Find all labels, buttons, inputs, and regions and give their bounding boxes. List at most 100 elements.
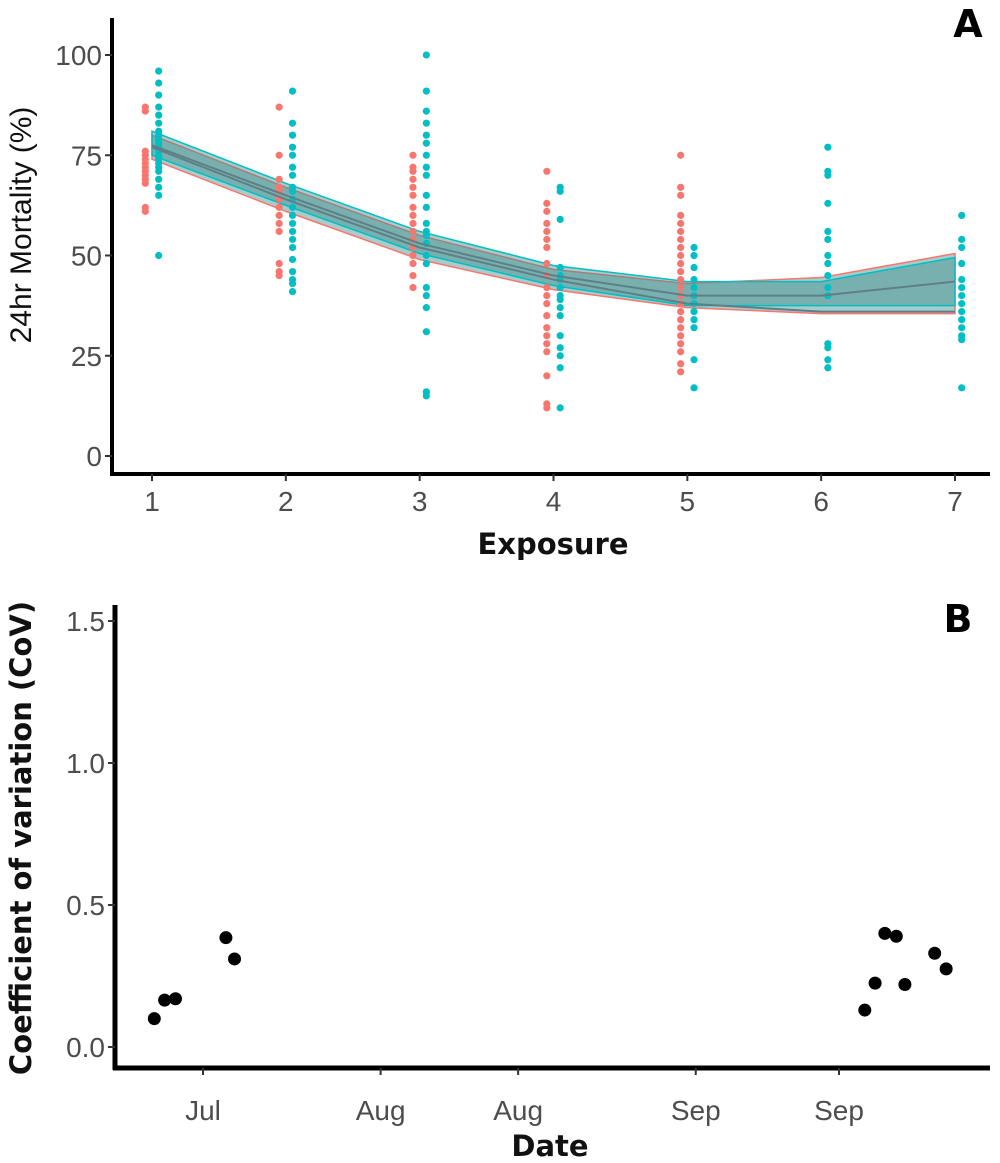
point-series-2 (288, 267, 297, 276)
point-series-1 (275, 271, 283, 280)
point-series-2 (422, 151, 430, 159)
panel-a-x-axis-title: Exposure (477, 527, 628, 561)
x-tick-label: Jul (185, 1095, 221, 1126)
x-tick-label: Aug (356, 1095, 406, 1126)
y-tick-label: 100 (55, 40, 102, 71)
point-series-2 (422, 392, 430, 400)
point-series-2 (690, 263, 698, 272)
point-series-2 (824, 171, 832, 179)
point-series-2 (824, 199, 832, 207)
point-series-1 (543, 283, 551, 292)
point-series-1 (543, 348, 551, 356)
point-series-1 (409, 271, 417, 280)
y-tick-label: 0 (86, 441, 102, 472)
point-series-2 (422, 219, 430, 228)
point-series-2 (824, 271, 832, 280)
x-tick-label: 6 (813, 486, 829, 517)
point-series-1 (677, 183, 685, 191)
point-series-2 (556, 332, 564, 340)
cov-point (147, 1012, 161, 1026)
point-series-1 (543, 340, 551, 348)
point-series-2 (824, 143, 832, 151)
y-tick-label: 0.0 (66, 1032, 105, 1063)
point-series-2 (288, 151, 297, 159)
point-series-1 (409, 167, 417, 175)
point-series-2 (958, 324, 966, 332)
cov-point (868, 976, 882, 990)
point-series-2 (422, 51, 430, 59)
panel-b-y-ticks: 0.0 0.5 1.0 1.5 (66, 606, 115, 1063)
panel-a-ribbons (151, 130, 956, 315)
point-series-1 (275, 103, 283, 111)
point-series-1 (677, 151, 685, 159)
point-series-2 (958, 211, 966, 219)
point-series-1 (141, 107, 149, 115)
point-series-1 (677, 219, 685, 228)
point-series-2 (155, 103, 163, 111)
panel-a-axes (110, 18, 990, 476)
point-series-1 (409, 175, 417, 183)
point-series-1 (543, 199, 551, 207)
point-series-2 (288, 203, 297, 211)
point-series-1 (409, 203, 417, 211)
point-series-2 (556, 352, 564, 360)
cov-point (878, 926, 892, 940)
point-series-2 (556, 344, 564, 352)
point-series-1 (409, 219, 417, 228)
point-series-2 (690, 243, 698, 252)
point-series-2 (288, 211, 297, 219)
x-tick-label: 5 (680, 486, 696, 517)
point-series-2 (556, 263, 564, 272)
point-series-2 (288, 279, 297, 288)
point-series-2 (155, 167, 163, 175)
point-series-1 (677, 235, 685, 244)
point-series-2 (958, 259, 966, 268)
point-series-2 (422, 292, 430, 300)
x-tick-label: 1 (144, 486, 160, 517)
point-series-2 (288, 287, 297, 296)
point-series-1 (543, 207, 551, 215)
point-series-2 (288, 243, 297, 252)
point-series-1 (409, 259, 417, 268)
point-series-1 (275, 211, 283, 219)
point-series-2 (958, 336, 966, 344)
y-tick-label: 25 (71, 341, 102, 372)
point-series-1 (141, 179, 149, 187)
point-series-2 (155, 111, 163, 119)
point-series-2 (556, 404, 564, 412)
point-series-1 (677, 227, 685, 236)
panel-a-chart: 0 25 50 75 100 1 2 3 4 5 6 7 24hr Mortality (%) Ex… (5, 2, 990, 561)
fit-line-series-2 (151, 144, 956, 297)
panel-b-axes (112, 605, 990, 1071)
point-series-2 (155, 251, 163, 260)
point-series-2 (155, 67, 163, 75)
point-series-2 (288, 119, 297, 127)
panel-b-x-axis-title: Date (511, 1129, 588, 1163)
point-series-1 (677, 191, 685, 199)
point-series-2 (155, 183, 163, 191)
point-series-2 (690, 251, 698, 260)
point-series-1 (543, 235, 551, 244)
point-series-2 (422, 231, 430, 240)
point-series-2 (422, 87, 430, 95)
x-tick-label: 3 (412, 486, 428, 517)
point-series-2 (422, 251, 430, 260)
x-tick-label: Sep (814, 1095, 864, 1126)
point-series-1 (543, 243, 551, 252)
point-series-1 (275, 151, 283, 159)
x-tick-label: Sep (671, 1095, 721, 1126)
point-series-1 (275, 219, 283, 228)
point-series-2 (422, 131, 430, 139)
cov-point (928, 946, 942, 960)
point-series-2 (958, 283, 966, 292)
point-series-2 (556, 312, 564, 320)
point-series-2 (556, 283, 564, 292)
point-series-2 (288, 87, 297, 95)
panel-a-fit-lines (151, 144, 956, 313)
point-series-2 (155, 79, 163, 87)
point-series-1 (677, 316, 685, 324)
cov-point (158, 993, 172, 1007)
point-series-2 (958, 243, 966, 252)
point-series-2 (824, 251, 832, 260)
point-series-1 (409, 183, 417, 191)
